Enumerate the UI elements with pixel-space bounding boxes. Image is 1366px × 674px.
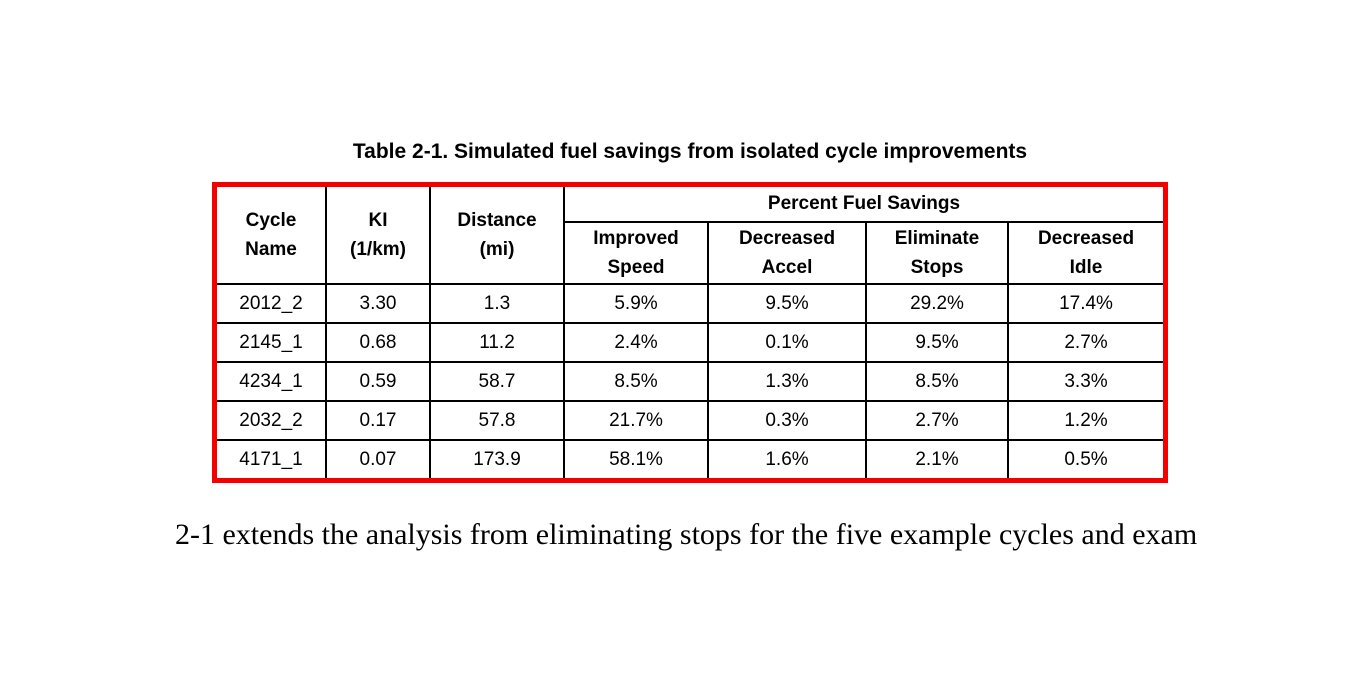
col-header-decreased-idle: Decreased Idle bbox=[1007, 221, 1163, 285]
cell-distance: 11.2 bbox=[429, 322, 565, 363]
cell-decreased-accel: 1.6% bbox=[707, 439, 867, 478]
cell-improved-speed: 5.9% bbox=[563, 283, 709, 324]
cell-distance: 58.7 bbox=[429, 361, 565, 402]
cell-ki: 0.17 bbox=[325, 400, 431, 441]
cell-decreased-idle: 17.4% bbox=[1007, 283, 1163, 324]
cell-distance: 173.9 bbox=[429, 439, 565, 478]
cell-ki: 0.07 bbox=[325, 439, 431, 478]
cell-decreased-idle: 1.2% bbox=[1007, 400, 1163, 441]
cell-decreased-accel: 9.5% bbox=[707, 283, 867, 324]
cell-ki: 3.30 bbox=[325, 283, 431, 324]
col-header-cycle-name: Cycle Name bbox=[217, 187, 327, 285]
cell-ki: 0.59 bbox=[325, 361, 431, 402]
col-header-distance: Distance (mi) bbox=[429, 187, 565, 285]
col-header-improved-speed: Improved Speed bbox=[564, 221, 709, 285]
cell-cycle-name: 4171_1 bbox=[217, 439, 327, 478]
table-header-row-group: Cycle Name KI (1/km) Distance (mi) Perce… bbox=[217, 187, 1163, 285]
cell-decreased-accel: 0.3% bbox=[707, 400, 867, 441]
cell-distance: 57.8 bbox=[429, 400, 565, 441]
fuel-savings-table-wrapper: Cycle Name KI (1/km) Distance (mi) Perce… bbox=[212, 182, 1168, 483]
table-row: 2145_1 0.68 11.2 2.4% 0.1% 9.5% 2.7% bbox=[217, 322, 1163, 363]
cell-decreased-idle: 3.3% bbox=[1007, 361, 1163, 402]
col-header-ki: KI (1/km) bbox=[325, 187, 431, 285]
cell-improved-speed: 2.4% bbox=[563, 322, 709, 363]
table-row: 2032_2 0.17 57.8 21.7% 0.3% 2.7% 1.2% bbox=[217, 400, 1163, 441]
cell-distance: 1.3 bbox=[429, 283, 565, 324]
cell-decreased-accel: 1.3% bbox=[707, 361, 867, 402]
table-row: 4234_1 0.59 58.7 8.5% 1.3% 8.5% 3.3% bbox=[217, 361, 1163, 402]
col-group-header-percent-fuel-savings: Percent Fuel Savings bbox=[563, 187, 1163, 223]
cell-cycle-name: 2032_2 bbox=[217, 400, 327, 441]
cell-decreased-idle: 0.5% bbox=[1007, 439, 1163, 478]
cell-cycle-name: 2012_2 bbox=[217, 283, 327, 324]
body-paragraph: 2-1 extends the analysis from eliminatin… bbox=[175, 518, 1198, 551]
cell-eliminate-stops: 9.5% bbox=[865, 322, 1009, 363]
cell-ki: 0.68 bbox=[325, 322, 431, 363]
cell-improved-speed: 21.7% bbox=[563, 400, 709, 441]
col-header-decreased-accel: Decreased Accel bbox=[707, 221, 867, 285]
cell-cycle-name: 2145_1 bbox=[217, 322, 327, 363]
cell-eliminate-stops: 29.2% bbox=[865, 283, 1009, 324]
table-caption: Table 2-1. Simulated fuel savings from i… bbox=[352, 140, 1028, 163]
cell-improved-speed: 58.1% bbox=[563, 439, 709, 478]
cell-eliminate-stops: 2.1% bbox=[865, 439, 1009, 478]
table-header-row-sub: Improved Speed Decreased Accel Eliminate… bbox=[217, 221, 1163, 285]
fuel-savings-table: Cycle Name KI (1/km) Distance (mi) Perce… bbox=[217, 187, 1163, 478]
table-row: 2012_2 3.30 1.3 5.9% 9.5% 29.2% 17.4% bbox=[217, 283, 1163, 324]
cell-eliminate-stops: 2.7% bbox=[865, 400, 1009, 441]
col-header-eliminate-stops: Eliminate Stops bbox=[865, 221, 1009, 285]
cell-cycle-name: 4234_1 bbox=[217, 361, 327, 402]
cell-improved-speed: 8.5% bbox=[563, 361, 709, 402]
cell-decreased-accel: 0.1% bbox=[707, 322, 867, 363]
table-row: 4171_1 0.07 173.9 58.1% 1.6% 2.1% 0.5% bbox=[217, 439, 1163, 478]
cell-eliminate-stops: 8.5% bbox=[865, 361, 1009, 402]
cell-decreased-idle: 2.7% bbox=[1007, 322, 1163, 363]
